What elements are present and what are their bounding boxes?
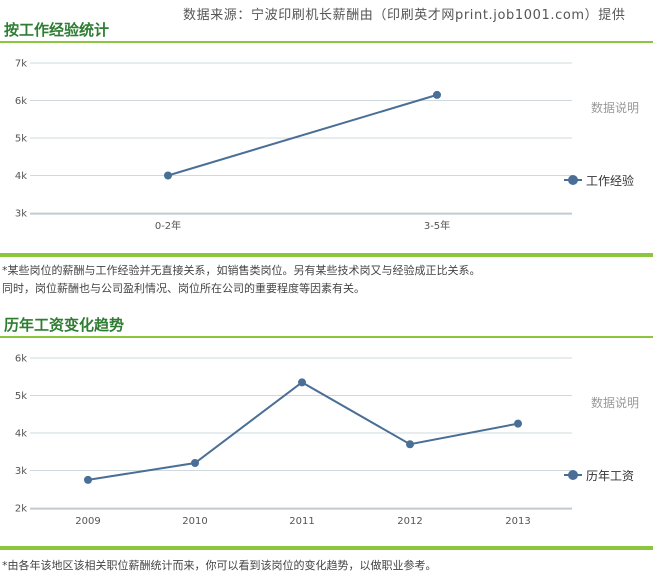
y-tick-label: 3k <box>15 209 27 220</box>
x-tick-label: 2012 <box>397 516 422 527</box>
yearly-trend-line-chart: 2k 3k 4k 5k 6k 2009 2010 2011 2012 2013 <box>15 354 572 527</box>
y-tick-label: 4k <box>15 429 27 440</box>
data-explanation-link[interactable]: 数据说明 <box>591 396 640 410</box>
experience-note: 同时，岗位薪酬也与公司盈利情况、岗位所在公司的重要程度等因素有关。 <box>2 282 365 295</box>
y-tick-label: 7k <box>15 59 27 70</box>
legend-label: 历年工资 <box>586 468 635 483</box>
data-source-line: 数据来源：宁波印刷机长薪酬由（印刷英才网print.job1001.com）提供 <box>183 8 626 23</box>
data-explanation-link[interactable]: 数据说明 <box>591 101 640 115</box>
y-tick-label: 5k <box>15 391 27 402</box>
x-tick-label: 3-5年 <box>424 219 450 232</box>
y-tick-label: 5k <box>15 134 27 145</box>
x-tick-label: 2013 <box>505 516 530 527</box>
x-tick-label: 0-2年 <box>155 219 181 232</box>
section-title-experience: 按工作经验统计 <box>4 21 110 39</box>
y-tick-label: 3k <box>15 466 27 477</box>
section-divider <box>0 546 653 550</box>
experience-note: *某些岗位的薪酬与工作经验并无直接关系，如销售类岗位。另有某些技术岗又与经验成正… <box>2 264 481 277</box>
section-title-trend: 历年工资变化趋势 <box>4 316 125 334</box>
line-dot-marker-icon <box>564 469 582 481</box>
x-tick-label: 2011 <box>289 516 314 527</box>
data-point[interactable] <box>433 90 441 99</box>
data-point[interactable] <box>406 440 414 449</box>
data-point[interactable] <box>514 419 522 428</box>
x-tick-label: 2010 <box>182 516 207 527</box>
legend-item-yearly-salary[interactable]: 历年工资 <box>564 467 634 483</box>
legend-label: 工作经验 <box>586 173 635 188</box>
trend-note: *由各年该地区该相关职位薪酬统计而来，你可以看到该岗位的变化趋势，以做职业参考。 <box>2 559 437 572</box>
x-tick-label: 2009 <box>75 516 100 527</box>
experience-line-chart: 3k 4k 5k 6k 7k 0-2年 3-5年 <box>15 59 572 232</box>
line-dot-marker-icon <box>564 174 582 186</box>
data-point[interactable] <box>191 459 199 467</box>
data-point[interactable] <box>84 475 92 484</box>
section-divider <box>0 253 653 257</box>
series-line <box>167 93 438 177</box>
data-point[interactable] <box>298 378 306 387</box>
legend-item-experience[interactable]: 工作经验 <box>564 172 634 188</box>
y-tick-label: 4k <box>15 171 27 182</box>
section-divider <box>0 41 653 43</box>
y-tick-label: 6k <box>15 96 27 107</box>
section-divider <box>0 336 653 338</box>
y-tick-label: 2k <box>15 504 27 515</box>
y-tick-label: 6k <box>15 354 27 365</box>
series-line <box>87 381 519 481</box>
data-point[interactable] <box>164 171 172 180</box>
